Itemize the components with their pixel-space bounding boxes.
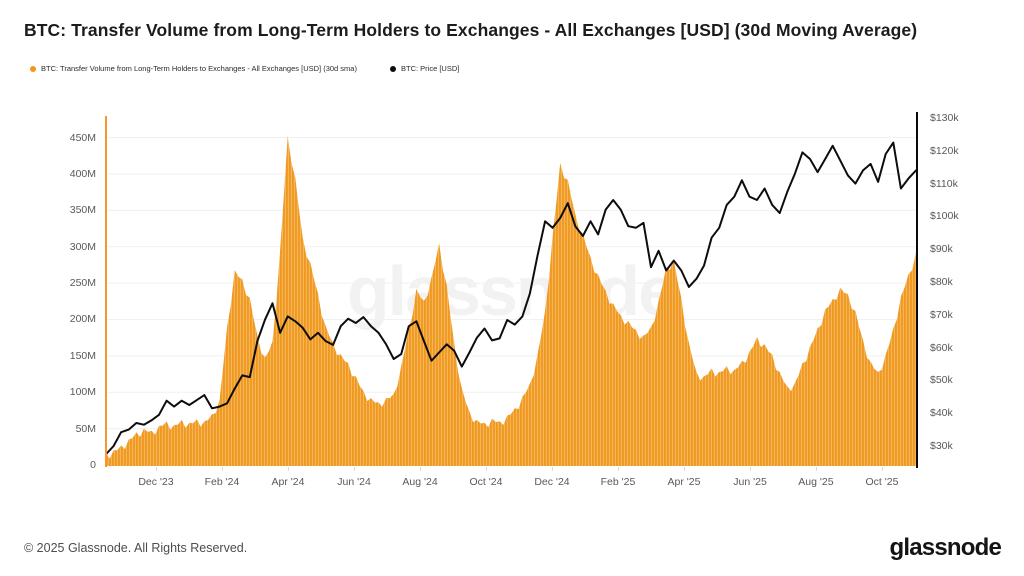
legend-item-transfer-volume[interactable]: BTC: Transfer Volume from Long-Term Hold… — [30, 64, 357, 73]
legend-volume-label: BTC: Transfer Volume from Long-Term Hold… — [41, 64, 357, 73]
x-axis-tick-mark — [684, 467, 686, 471]
x-axis-tick-label: Oct '25 — [865, 476, 899, 488]
x-axis-tick-mark — [354, 467, 356, 471]
left-axis-tick-label: 300M — [69, 240, 96, 253]
x-axis-tick-mark — [221, 467, 223, 471]
right-axis-tick-label: $120k — [930, 144, 959, 157]
x-axis-tick-label: Dec '24 — [534, 476, 570, 488]
right-axis-tick-label: $40k — [930, 407, 953, 420]
x-axis-tick-label: Apr '24 — [271, 476, 305, 488]
x-axis-tick-label: Aug '25 — [798, 476, 834, 488]
page-title: BTC: Transfer Volume from Long-Term Hold… — [24, 20, 918, 40]
legend-item-price[interactable]: BTC: Price [USD] — [390, 64, 459, 73]
right-axis-tick-label: $50k — [930, 374, 953, 387]
x-axis-tick-mark — [155, 467, 157, 471]
left-axis-tick-label: 400M — [69, 167, 96, 180]
right-axis-tick-label: $100k — [930, 210, 959, 223]
x-axis-tick-label: Jun '24 — [337, 476, 371, 488]
left-axis-tick-label: 100M — [69, 386, 96, 399]
x-axis-tick-mark — [750, 467, 752, 471]
x-axis-tick-label: Aug '24 — [402, 476, 438, 488]
left-axis-tick-label: 200M — [69, 313, 96, 326]
x-axis-tick-label: Feb '25 — [600, 476, 636, 488]
right-axis-tick-label: $110k — [930, 177, 958, 190]
left-axis-tick-label: 50M — [75, 422, 96, 435]
left-axis-tick-label: 450M — [69, 131, 96, 144]
x-axis-tick-mark — [618, 467, 619, 471]
x-axis-tick-mark — [881, 467, 883, 471]
right-axis-line — [916, 112, 918, 468]
x-axis-tick-mark — [815, 467, 817, 471]
chart-canvas[interactable] — [106, 115, 916, 466]
glassnode-logo: glassnode — [889, 534, 1002, 561]
x-axis-tick-label: Feb '24 — [204, 476, 240, 488]
x-axis-tick-mark — [420, 467, 422, 471]
x-axis-tick-label: Oct '24 — [469, 476, 503, 488]
left-axis-line — [105, 116, 107, 467]
price-series-dot-icon — [390, 65, 396, 72]
right-axis-tick-label: $90k — [930, 243, 953, 256]
x-axis-tick-label: Jun '25 — [733, 476, 767, 488]
right-axis-tick-label: $30k — [930, 439, 953, 452]
legend-price-label: BTC: Price [USD] — [401, 64, 460, 73]
chart-plot-area[interactable] — [106, 115, 916, 466]
right-axis-tick-label: $70k — [930, 308, 953, 321]
x-axis-tick-mark — [485, 467, 487, 471]
copyright-text: © 2025 Glassnode. All Rights Reserved. — [24, 541, 248, 555]
right-axis-tick-label: $80k — [930, 275, 953, 288]
left-axis-tick-label: 150M — [69, 349, 96, 362]
x-axis-tick-label: Dec '23 — [138, 476, 174, 488]
x-axis-tick-mark — [288, 467, 289, 471]
left-axis-tick-label: 350M — [69, 204, 96, 217]
right-axis-tick-label: $60k — [930, 341, 953, 354]
x-axis-tick-mark — [551, 467, 553, 471]
left-axis-tick-label: 0 — [90, 459, 96, 471]
left-axis-tick-label: 250M — [69, 277, 96, 290]
right-axis-tick-label: $130k — [930, 111, 959, 124]
x-axis-tick-label: Apr '25 — [667, 476, 701, 488]
volume-series-dot-icon — [30, 65, 36, 72]
